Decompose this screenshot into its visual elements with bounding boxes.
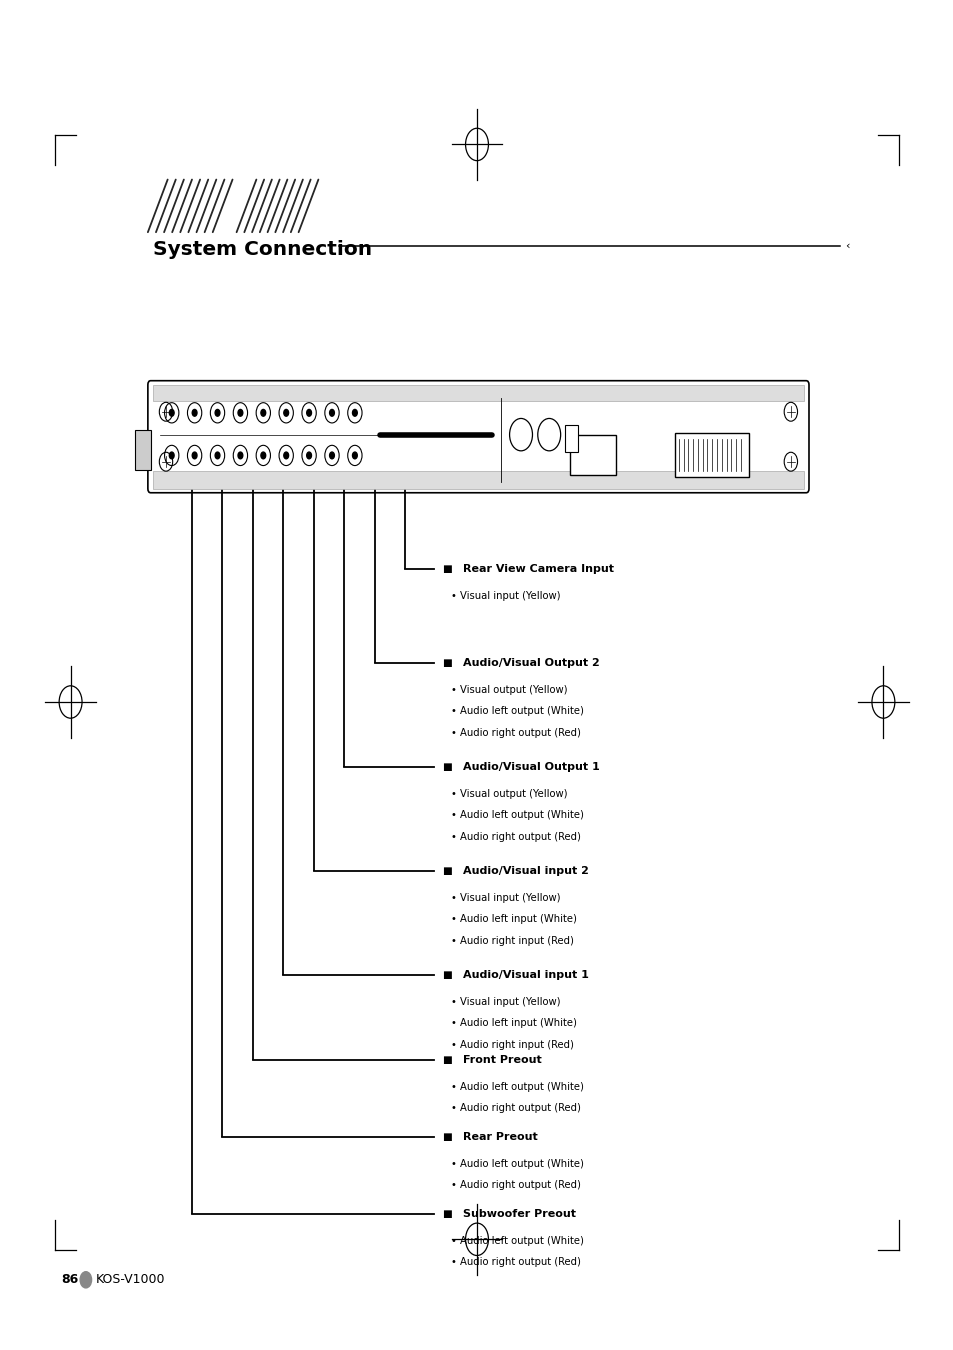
Text: Rear Preout: Rear Preout	[462, 1131, 537, 1142]
Text: • Visual output (Yellow): • Visual output (Yellow)	[451, 684, 567, 695]
Text: • Audio right output (Red): • Audio right output (Red)	[451, 1257, 580, 1268]
Circle shape	[283, 409, 288, 416]
FancyBboxPatch shape	[148, 381, 808, 493]
Text: ■: ■	[441, 1208, 451, 1219]
Circle shape	[170, 409, 173, 416]
Text: ■: ■	[441, 1131, 451, 1142]
Circle shape	[352, 409, 356, 416]
Text: • Audio left output (White): • Audio left output (White)	[451, 706, 583, 717]
Circle shape	[261, 452, 265, 459]
Text: ■: ■	[441, 1054, 451, 1065]
Text: • Visual input (Yellow): • Visual input (Yellow)	[451, 996, 560, 1007]
Circle shape	[352, 452, 356, 459]
Circle shape	[214, 452, 219, 459]
Circle shape	[261, 409, 265, 416]
Text: • Visual output (Yellow): • Visual output (Yellow)	[451, 788, 567, 799]
Text: Audio/Visual Output 2: Audio/Visual Output 2	[462, 657, 598, 668]
Text: ■: ■	[441, 657, 451, 668]
Text: • Audio right input (Red): • Audio right input (Red)	[451, 1040, 574, 1050]
Text: Audio/Visual input 1: Audio/Visual input 1	[462, 969, 588, 980]
Circle shape	[330, 452, 334, 459]
Text: • Audio right output (Red): • Audio right output (Red)	[451, 1180, 580, 1191]
Bar	[570, 435, 616, 475]
Bar	[135, 431, 151, 470]
Circle shape	[238, 409, 242, 416]
Text: • Audio left input (White): • Audio left input (White)	[451, 914, 577, 925]
Circle shape	[283, 452, 288, 459]
Circle shape	[238, 452, 242, 459]
Circle shape	[80, 1272, 91, 1288]
Bar	[675, 433, 749, 477]
Text: • Audio left input (White): • Audio left input (White)	[451, 1018, 577, 1029]
Text: Audio/Visual Output 1: Audio/Visual Output 1	[462, 761, 598, 772]
Text: Rear View Camera Input: Rear View Camera Input	[462, 564, 613, 574]
Text: ‹: ‹	[844, 240, 849, 250]
Text: • Audio left output (White): • Audio left output (White)	[451, 1158, 583, 1169]
Text: ■: ■	[441, 969, 451, 980]
Text: ■: ■	[441, 761, 451, 772]
Bar	[564, 425, 578, 452]
Text: Front Preout: Front Preout	[462, 1054, 541, 1065]
Circle shape	[192, 452, 196, 459]
Text: 86: 86	[61, 1273, 78, 1287]
Text: • Visual input (Yellow): • Visual input (Yellow)	[451, 591, 560, 601]
Text: KOS-V1000: KOS-V1000	[95, 1273, 165, 1287]
Text: • Audio left output (White): • Audio left output (White)	[451, 810, 583, 821]
Circle shape	[170, 452, 173, 459]
Text: • Visual input (Yellow): • Visual input (Yellow)	[451, 892, 560, 903]
Text: • Audio right output (Red): • Audio right output (Red)	[451, 728, 580, 738]
Circle shape	[306, 452, 311, 459]
Bar	[152, 471, 803, 489]
Text: • Audio left output (White): • Audio left output (White)	[451, 1081, 583, 1092]
Bar	[152, 385, 803, 401]
Text: • Audio right output (Red): • Audio right output (Red)	[451, 1103, 580, 1114]
Text: • Audio right output (Red): • Audio right output (Red)	[451, 832, 580, 842]
Text: ■: ■	[441, 564, 451, 574]
Circle shape	[306, 409, 311, 416]
Text: Subwoofer Preout: Subwoofer Preout	[462, 1208, 575, 1219]
Text: ■: ■	[441, 865, 451, 876]
Text: • Audio right input (Red): • Audio right input (Red)	[451, 936, 574, 946]
Circle shape	[330, 409, 334, 416]
Text: System Connection: System Connection	[152, 240, 372, 259]
Text: • Audio left output (White): • Audio left output (White)	[451, 1235, 583, 1246]
Circle shape	[214, 409, 219, 416]
Circle shape	[192, 409, 196, 416]
Text: Audio/Visual input 2: Audio/Visual input 2	[462, 865, 588, 876]
